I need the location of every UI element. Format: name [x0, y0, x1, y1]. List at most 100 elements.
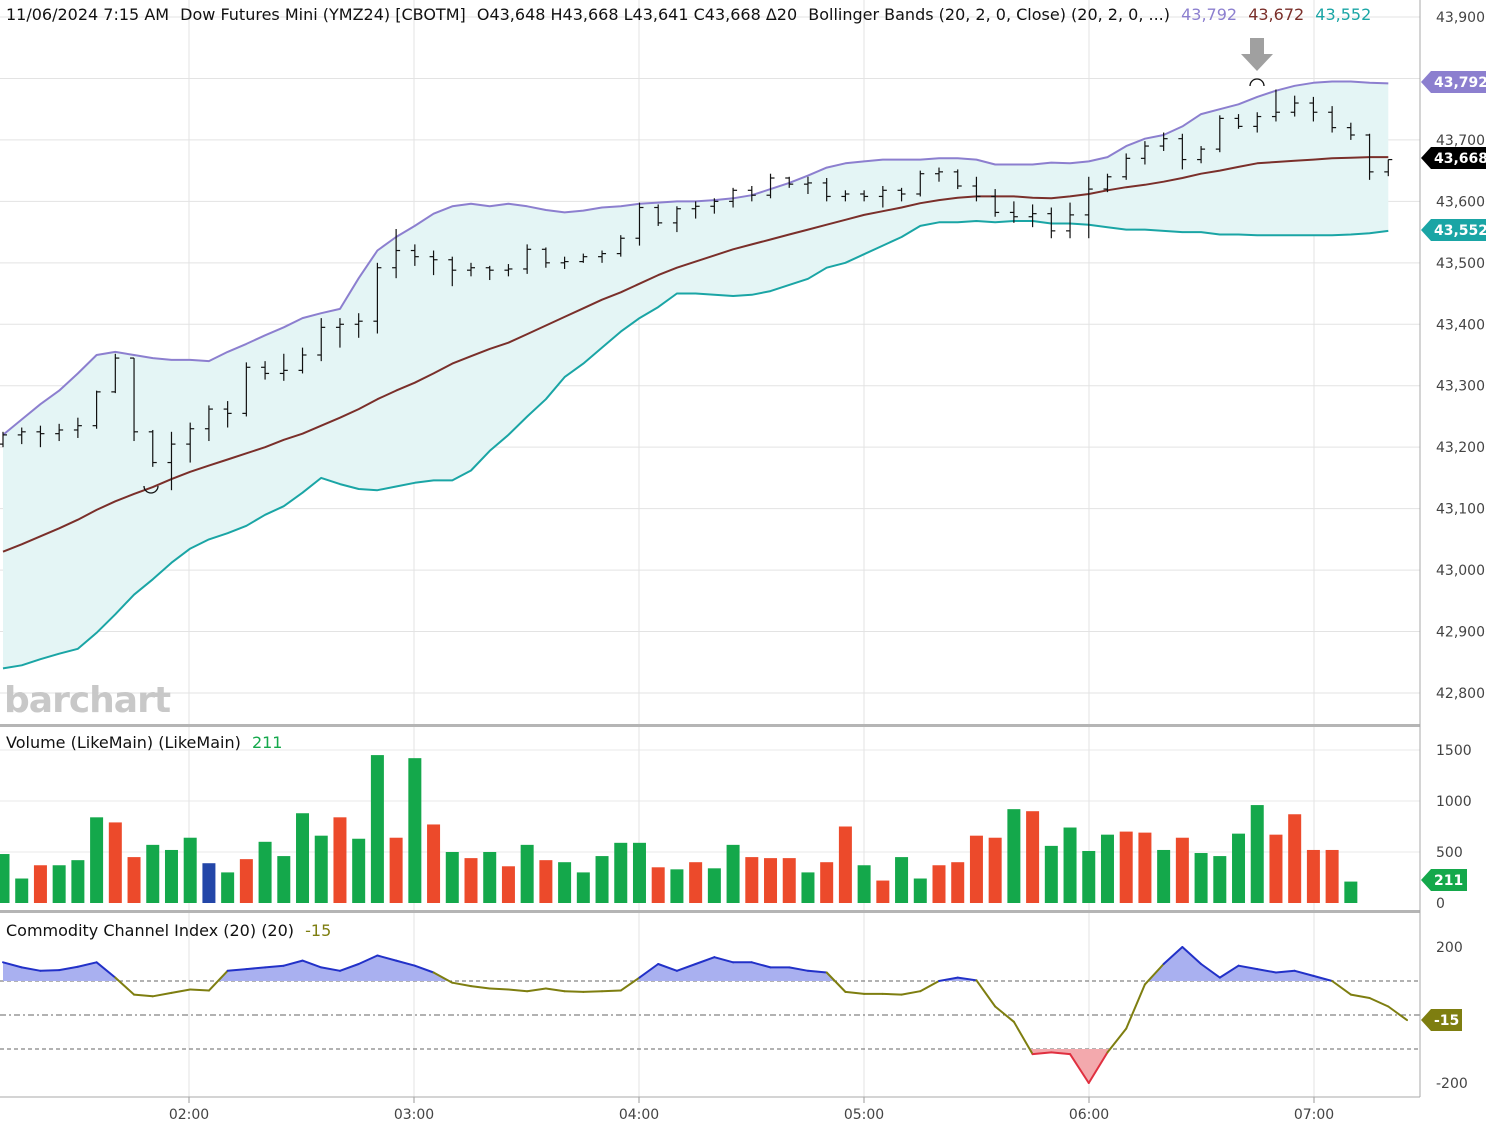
price-tick-label: 43,500 — [1436, 256, 1485, 272]
header-ohlc: O43,648 H43,668 L43,641 C43,668 Δ20 — [477, 5, 797, 24]
volume-tick-label: 1500 — [1436, 743, 1472, 759]
cci-line-segment — [1162, 946, 1184, 965]
volume-bar — [146, 844, 160, 903]
cci-line-segment — [114, 976, 136, 996]
cci-line-segment — [619, 976, 641, 992]
ohlc-bar — [729, 187, 738, 208]
svg-text:-15: -15 — [1434, 1013, 1459, 1029]
header-lower-value: 43,552 — [1315, 5, 1371, 24]
cci-line-segment — [825, 971, 847, 993]
cci-line-segment — [338, 963, 360, 972]
ohlc-bar — [354, 313, 363, 338]
volume-bar — [764, 858, 778, 903]
ohlc-bar — [223, 401, 232, 428]
volume-bar — [745, 857, 759, 903]
ohlc-bar — [111, 353, 120, 394]
svg-text:43,792: 43,792 — [1434, 75, 1488, 91]
header-upper-value: 43,792 — [1181, 5, 1237, 24]
ohlc-bar — [148, 429, 157, 467]
lower-band-badge: 43,552 — [1421, 219, 1488, 241]
volume-bar — [1100, 834, 1114, 903]
cci-line-segment — [806, 969, 828, 974]
volume-bar — [408, 758, 422, 903]
volume-bar — [127, 857, 141, 903]
ohlc-bar — [1309, 96, 1318, 122]
ohlc-bar — [1271, 89, 1280, 122]
ohlc-bar — [1103, 173, 1112, 193]
ohlc-bar — [616, 235, 625, 257]
ohlc-bar — [36, 425, 45, 448]
price-tick-label: 42,900 — [1436, 625, 1485, 641]
header-middle-value: 43,672 — [1248, 5, 1304, 24]
ohlc-bar — [55, 423, 64, 442]
header-symbol: Dow Futures Mini (YMZ24) [CBOTM] — [180, 5, 466, 24]
ohlc-bar — [579, 253, 588, 263]
ohlc-bar — [485, 265, 494, 281]
cci-line-segment — [1349, 993, 1371, 999]
volume-bar — [1044, 845, 1058, 903]
volume-bar — [1007, 809, 1021, 903]
volume-bar — [1269, 834, 1283, 903]
cci-line-segment — [1237, 964, 1259, 971]
cci-line-segment — [1218, 964, 1240, 979]
ohlc-bar — [691, 201, 700, 219]
ohlc-bar — [560, 256, 569, 269]
ohlc-bar — [635, 202, 644, 246]
cci-line-segment — [432, 971, 454, 984]
ohlc-bar — [1140, 141, 1149, 165]
cci-line-segment — [1012, 1020, 1034, 1056]
ohlc-bar — [1234, 114, 1243, 129]
ohlc-bar — [953, 169, 962, 190]
cci-line-segment — [207, 969, 229, 992]
svg-text:43,552: 43,552 — [1434, 223, 1488, 239]
cci-line-segment — [1274, 969, 1296, 974]
cci-line-segment — [20, 966, 42, 972]
low-marker — [143, 485, 159, 494]
cci-line-segment — [245, 966, 267, 971]
ohlc-bar — [710, 198, 719, 214]
volume-bar — [595, 856, 609, 903]
volume-bar — [183, 837, 197, 903]
volume-bar — [689, 862, 703, 903]
ohlc-bar — [766, 173, 775, 199]
volume-bar — [389, 837, 403, 903]
price-tick-label: 43,400 — [1436, 317, 1485, 333]
volume-bar — [202, 863, 216, 903]
cci-line-segment — [470, 985, 491, 990]
cci-line-segment — [938, 976, 959, 982]
price-tick-label: 43,600 — [1436, 194, 1485, 210]
volume-bar — [1119, 831, 1133, 903]
ohlc-bar — [972, 176, 981, 202]
volume-bar — [52, 865, 66, 903]
volume-bar — [427, 824, 441, 903]
cci-line-segment — [1181, 946, 1203, 965]
ohlc-bar — [747, 186, 756, 202]
volume-bar — [838, 826, 852, 903]
cci-line-segment — [1368, 997, 1390, 1008]
volume-bar — [1138, 832, 1152, 903]
ohlc-bar — [1178, 133, 1187, 170]
ohlc-bar — [1159, 132, 1168, 151]
volume-bar — [1157, 849, 1171, 903]
barchart-logo: barchart — [4, 680, 171, 721]
ohlc-bar — [467, 262, 475, 277]
cci-line-segment — [544, 987, 566, 993]
band-area — [3, 81, 1389, 669]
volume-bar — [558, 862, 572, 903]
ohlc-bar — [1384, 158, 1393, 177]
volume-bar — [707, 868, 721, 903]
ohlc-bar — [186, 422, 195, 463]
price-tick-label: 43,700 — [1436, 133, 1485, 149]
lower-band-line — [2, 220, 1389, 670]
ohlc-bar — [204, 405, 213, 442]
price-tick-label: 43,200 — [1436, 440, 1485, 456]
cci-line-segment — [320, 966, 341, 972]
ohlc-bar — [541, 247, 550, 268]
cci-line-segment — [900, 990, 922, 996]
volume-bar — [464, 858, 478, 903]
volume-bar — [1063, 827, 1077, 903]
ohlc-bar — [897, 187, 906, 202]
volume-bar — [221, 872, 235, 903]
cci-tick-label: 200 — [1436, 940, 1463, 956]
